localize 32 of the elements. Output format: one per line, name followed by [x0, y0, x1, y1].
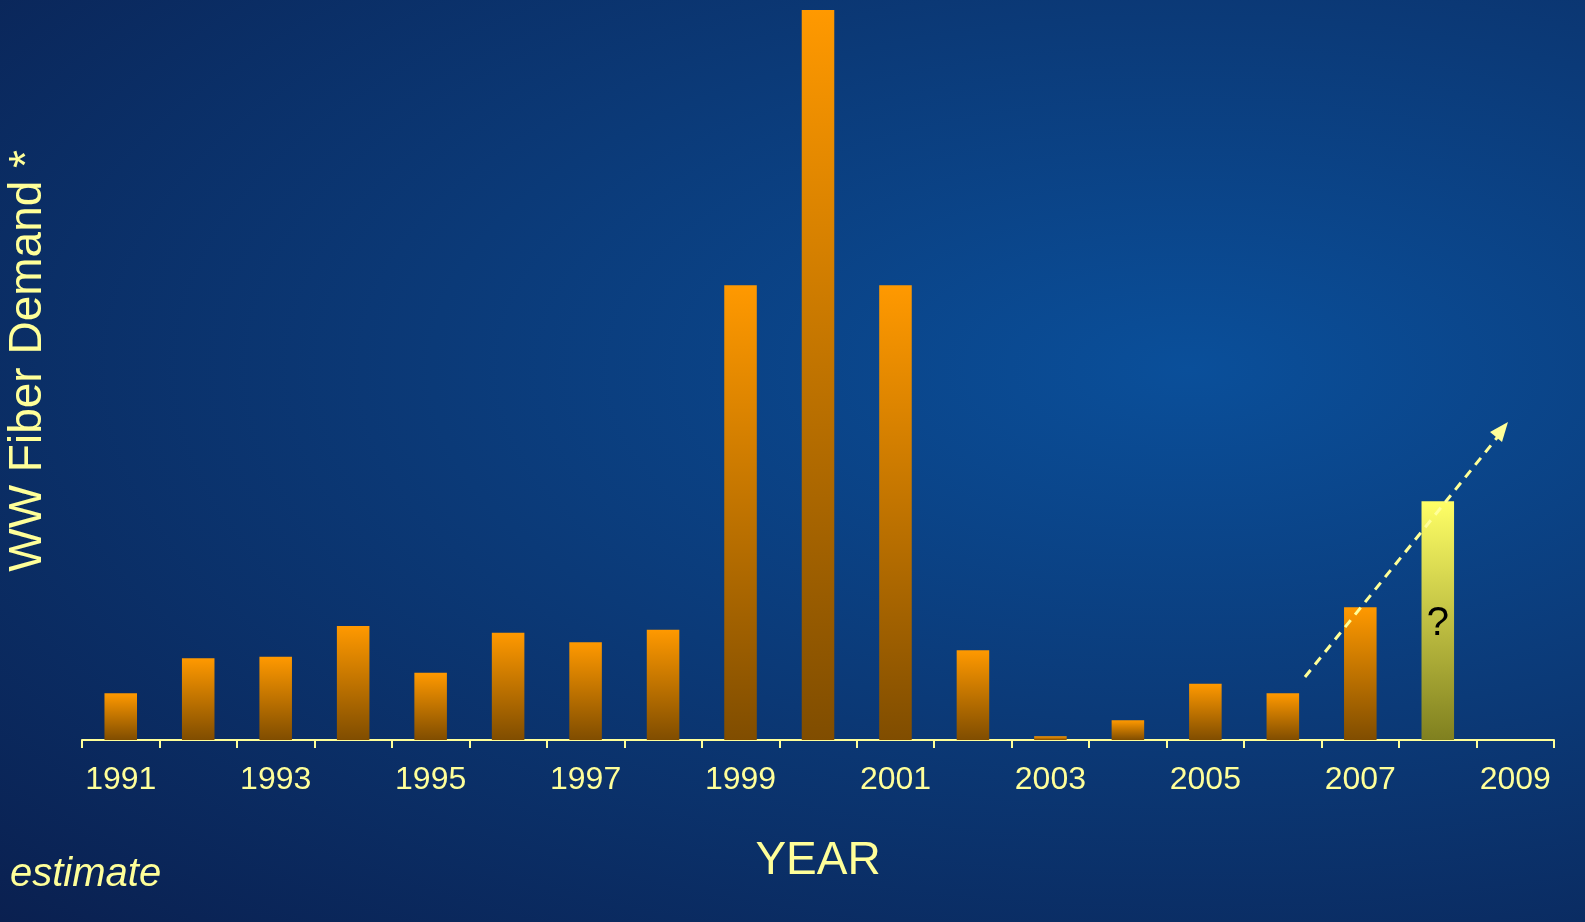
bar — [1189, 683, 1222, 740]
x-tick-label: 2001 — [859, 760, 932, 796]
bar — [259, 656, 292, 740]
bar — [956, 650, 990, 740]
bar — [104, 693, 138, 740]
bar — [1111, 720, 1145, 740]
bar — [1266, 693, 1300, 740]
bar — [1034, 736, 1067, 740]
bar — [336, 626, 370, 740]
x-tick-label: 2003 — [1014, 760, 1087, 796]
text: estimate — [10, 850, 162, 894]
x-tick-label: 1997 — [549, 760, 622, 796]
bar — [569, 642, 602, 740]
bar — [1421, 501, 1455, 740]
x-tick-label: 2009 — [1479, 760, 1551, 796]
x-tick-label: 2007 — [1324, 760, 1396, 796]
x-tick-label: 1995 — [395, 760, 467, 796]
bar — [879, 285, 912, 740]
bar — [724, 285, 757, 740]
x-tick-label: 1999 — [704, 760, 777, 796]
bar — [414, 672, 447, 740]
y-axis-title: WW Fiber Demand * — [0, 149, 51, 572]
x-tick-label: 2005 — [1169, 760, 1241, 796]
bar — [801, 10, 835, 740]
x-axis-title: YEAR — [755, 832, 881, 884]
bar — [646, 629, 680, 740]
x-tick-label: 1993 — [240, 760, 312, 796]
bar — [491, 632, 525, 740]
bar — [181, 658, 215, 740]
bar — [1344, 607, 1377, 740]
x-tick-label: 1991 — [85, 760, 157, 796]
annotation: ? — [1426, 598, 1449, 643]
